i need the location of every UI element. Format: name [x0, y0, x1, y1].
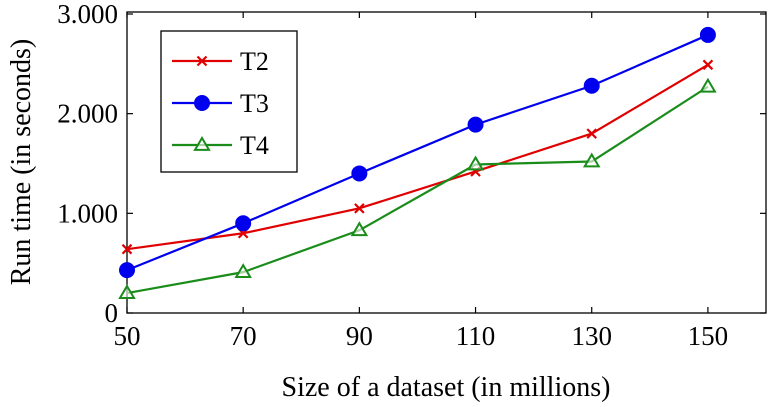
- marker-t3: [119, 262, 135, 279]
- y-axis-label: Run time (in seconds): [6, 39, 37, 286]
- marker-t4: [350, 221, 369, 237]
- legend-item-t3: T3: [172, 89, 269, 118]
- marker-t4: [466, 155, 485, 171]
- series-line-t3: [126, 33, 709, 272]
- y-tick-label: 2.000: [57, 99, 118, 129]
- x-tick-label: 110: [456, 321, 496, 351]
- marker-t3: [583, 77, 600, 94]
- plot-frame: [126, 11, 767, 314]
- series-layer: [118, 26, 717, 299]
- marker-t3: [467, 116, 484, 133]
- legend-label-t4: T4: [240, 131, 269, 160]
- marker-t4: [234, 263, 252, 279]
- marker-t3: [699, 26, 716, 43]
- legend-label-t2: T2: [240, 47, 269, 76]
- series-markers-t2: [121, 59, 714, 255]
- legend-box: [160, 30, 298, 173]
- x-axis-label: Size of a dataset (in millions): [282, 372, 611, 403]
- legend-item-t2: T2: [172, 47, 269, 76]
- marker-t4: [699, 77, 717, 93]
- legend: T2 T3 T4: [160, 30, 298, 173]
- x-tick-label: 50: [114, 321, 141, 351]
- series-line-t2: [126, 63, 709, 251]
- marker-t2: [354, 203, 365, 214]
- marker-t4: [118, 284, 136, 299]
- series-markers-t4: [118, 77, 717, 299]
- series-line-t4: [126, 85, 709, 295]
- legend-label-t3: T3: [240, 89, 269, 118]
- x-tick-label: 70: [230, 321, 257, 351]
- x-tick-label: 150: [688, 321, 729, 351]
- series-markers-t3: [119, 26, 716, 279]
- marker-t2: [196, 55, 208, 67]
- axis-ticks: 50 70 90 110 130 150 0 1.000 2.000 3.000: [57, 0, 766, 351]
- x-tick-label: 90: [346, 321, 373, 351]
- marker-t3: [351, 165, 368, 182]
- marker-t2: [586, 128, 598, 139]
- marker-t3: [194, 95, 210, 111]
- marker-t2: [702, 59, 714, 71]
- x-tick-label: 130: [571, 321, 612, 351]
- y-tick-label: 3.000: [57, 0, 118, 29]
- marker-t4: [582, 152, 601, 168]
- y-tick-label: 1.000: [57, 198, 118, 228]
- y-tick-label: 0: [105, 298, 119, 328]
- marker-t4: [193, 136, 211, 151]
- legend-item-t4: T4: [172, 131, 269, 160]
- marker-t2: [121, 243, 133, 255]
- marker-t3: [235, 215, 252, 232]
